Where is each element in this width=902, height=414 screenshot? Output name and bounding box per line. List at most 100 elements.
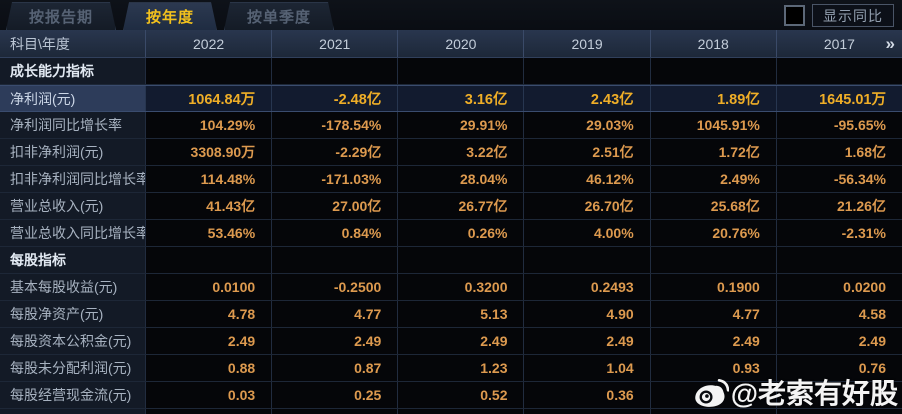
- cell-value: [397, 58, 524, 84]
- cell-value: 53.46%: [145, 220, 272, 246]
- cell-value: 2.43亿: [523, 86, 650, 111]
- cell-value: 21.26亿: [775, 193, 902, 219]
- table-row: 扣非净利润(元) 3308.90万 -2.29亿 3.22亿 2.51亿 1.72亿 1.6…: [0, 139, 902, 166]
- row-label: 基本每股收益(元): [0, 274, 145, 300]
- row-label: 净利润同比增长率: [0, 112, 145, 138]
- cell-value: 4.58: [775, 301, 902, 327]
- table-row: 每股经营现金流(元) 0.03 0.25 0.52 0.36: [0, 382, 902, 409]
- cell-value: -178.54%: [271, 112, 398, 138]
- cell-value: 0.26%: [397, 220, 524, 246]
- show-yoy-checkbox[interactable]: [784, 5, 805, 26]
- cell-value: [145, 58, 272, 84]
- cell-value: -2.48亿: [271, 86, 398, 111]
- show-yoy-label[interactable]: 显示同比: [812, 4, 894, 27]
- cell-value: 2.49: [775, 328, 902, 354]
- corner-label: 科目\年度: [10, 35, 70, 52]
- cell-value: 3.16亿: [397, 86, 524, 111]
- section-row: 每股指标: [0, 247, 902, 274]
- cell-value: 3.22亿: [397, 139, 524, 165]
- cell-value: [145, 247, 272, 273]
- table-row: 净利润(元) 1064.84万 -2.48亿 3.16亿 2.43亿 1.89亿 1645.…: [0, 85, 902, 112]
- table-header-row: 科目\年度 2022 2021 2020 2019 2018 2017»: [0, 30, 902, 58]
- cell-value: 0.87: [271, 355, 398, 381]
- cell-value: 1.72亿: [649, 139, 776, 165]
- cell-value: 4.77: [271, 301, 398, 327]
- table-row: 每股未分配利润(元) 0.88 0.87 1.23 1.04 0.93 0.76: [0, 355, 902, 382]
- cell-value: 2.49: [523, 328, 650, 354]
- tab-by-report-period[interactable]: 按报告期: [6, 2, 116, 30]
- cell-value: 2.49: [145, 328, 272, 354]
- tab-by-year[interactable]: 按年度: [123, 2, 217, 30]
- tab-bar: 按报告期 按年度 按单季度 显示同比: [0, 0, 902, 30]
- row-label: 每股资本公积金(元): [0, 328, 145, 354]
- cell-value: 0.84%: [271, 220, 398, 246]
- row-label: 每股经营现金流(元): [0, 382, 145, 408]
- cell-value: 46.12%: [523, 166, 650, 192]
- cell-value: 0.0200: [775, 274, 902, 300]
- cell-value: 0.36: [523, 382, 650, 408]
- cell-value: 20.76%: [649, 220, 776, 246]
- cell-value: 0.93: [649, 355, 776, 381]
- cell-value: 28.04%: [397, 166, 524, 192]
- cell-value: 0.03: [145, 382, 272, 408]
- row-label: 成长能力指标: [0, 58, 145, 84]
- cell-value: 0.88: [145, 355, 272, 381]
- cell-value: 0.76: [775, 355, 902, 381]
- cell-value: 1045.91%: [649, 112, 776, 138]
- cell-value: 4.00%: [523, 220, 650, 246]
- row-label: 每股未分配利润(元): [0, 355, 145, 381]
- cell-value: 1645.01万: [775, 86, 902, 111]
- tab-by-quarter[interactable]: 按单季度: [224, 2, 334, 30]
- cell-value: 0.25: [271, 382, 398, 408]
- cutoff-row: [0, 409, 902, 414]
- cell-value: 0.2493: [523, 274, 650, 300]
- table-row: 基本每股收益(元) 0.0100 -0.2500 0.3200 0.2493 0.1900…: [0, 274, 902, 301]
- table-row: 净利润同比增长率 104.29% -178.54% 29.91% 29.03% 1045.…: [0, 112, 902, 139]
- cell-value: 2.51亿: [523, 139, 650, 165]
- table-row: 营业总收入(元) 41.43亿 27.00亿 26.77亿 26.70亿 25.68亿 21…: [0, 193, 902, 220]
- cell-value: [775, 382, 902, 408]
- cell-value: 4.77: [649, 301, 776, 327]
- row-label: 扣非净利润同比增长率: [0, 166, 145, 192]
- cell-value: 25.68亿: [649, 193, 776, 219]
- year-column-header: 2022: [145, 30, 271, 57]
- cell-value: -56.34%: [775, 166, 902, 192]
- cell-value: [649, 58, 776, 84]
- cell-value: [649, 247, 776, 273]
- cell-value: 0.52: [397, 382, 524, 408]
- cell-value: 0.1900: [649, 274, 776, 300]
- cell-value: 0.0100: [145, 274, 272, 300]
- cell-value: [271, 247, 398, 273]
- cell-value: 2.49%: [649, 166, 776, 192]
- year-column-header: 2019: [523, 30, 649, 57]
- cell-value: [775, 247, 902, 273]
- cell-value: 4.78: [145, 301, 272, 327]
- cell-value: 41.43亿: [145, 193, 272, 219]
- year-column-header: 2018: [649, 30, 776, 57]
- cell-value: [397, 247, 524, 273]
- row-label: 营业总收入同比增长率: [0, 220, 145, 246]
- year-column-header: 2017»: [775, 30, 902, 57]
- show-yoy-control: 显示同比: [784, 4, 894, 27]
- row-label: 净利润(元): [0, 86, 145, 111]
- year-column-header: 2020: [397, 30, 523, 57]
- cell-value: 1.68亿: [775, 139, 902, 165]
- cell-value: [775, 58, 902, 84]
- cell-value: 114.48%: [145, 166, 272, 192]
- cell-value: -2.29亿: [271, 139, 398, 165]
- cell-value: 1.23: [397, 355, 524, 381]
- cell-value: 2.49: [649, 328, 776, 354]
- cell-value: 26.77亿: [397, 193, 524, 219]
- table-row: 每股资本公积金(元) 2.49 2.49 2.49 2.49 2.49 2.49: [0, 328, 902, 355]
- financial-indicators-table: 科目\年度 2022 2021 2020 2019 2018 2017» 成长能力指标 净利…: [0, 30, 902, 414]
- cell-value: -95.65%: [775, 112, 902, 138]
- cell-value: 1.04: [523, 355, 650, 381]
- cell-value: -2.31%: [775, 220, 902, 246]
- cell-value: 3308.90万: [145, 139, 272, 165]
- row-label: 每股指标: [0, 247, 145, 273]
- cell-value: 1064.84万: [145, 86, 272, 111]
- more-years-icon[interactable]: »: [885, 33, 895, 53]
- cell-value: 29.91%: [397, 112, 524, 138]
- cell-value: 26.70亿: [523, 193, 650, 219]
- table-row: 营业总收入同比增长率 53.46% 0.84% 0.26% 4.00% 20.76% -2.…: [0, 220, 902, 247]
